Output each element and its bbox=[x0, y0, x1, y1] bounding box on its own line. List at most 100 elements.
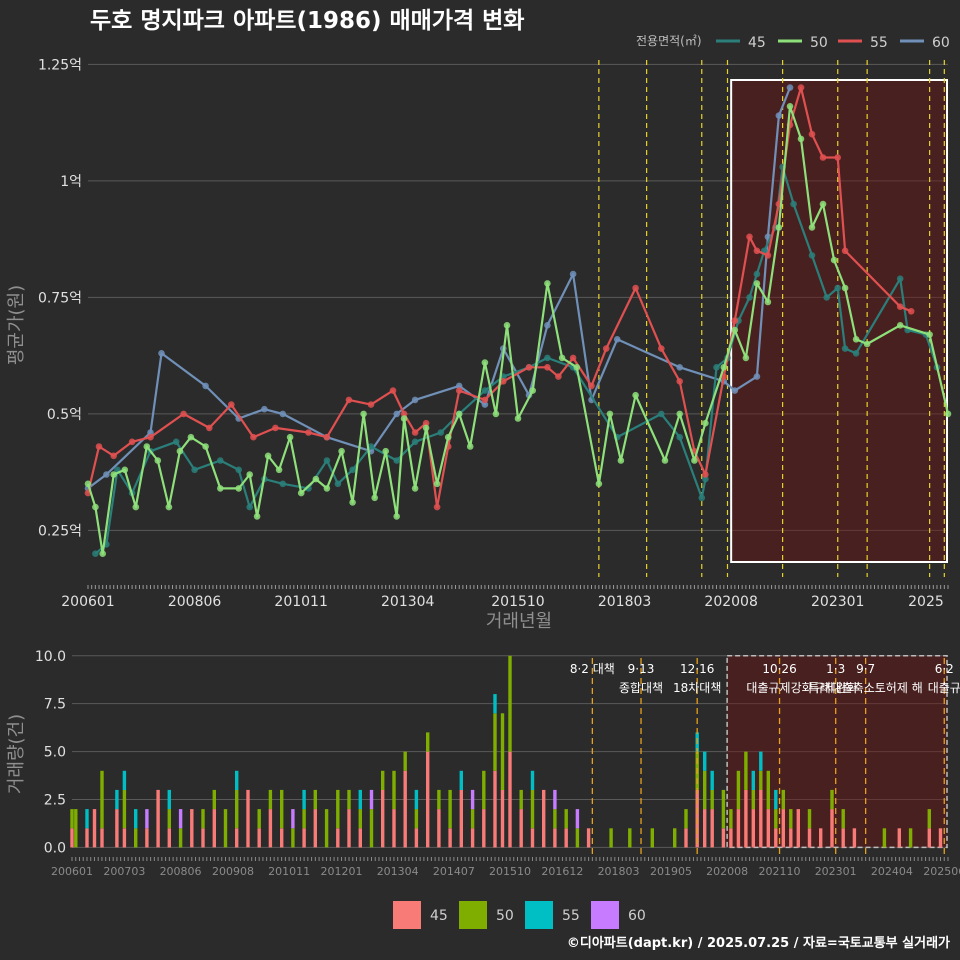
volume-bar-50 bbox=[774, 809, 778, 829]
volume-bar-50 bbox=[482, 770, 486, 810]
volume-bar-45 bbox=[100, 828, 104, 848]
data-point-50 bbox=[863, 340, 871, 348]
data-point-45 bbox=[544, 354, 551, 362]
y-tick-label: 1.25억 bbox=[38, 57, 82, 73]
volume-bar-50 bbox=[564, 809, 568, 829]
x-tick-label: 201510 bbox=[491, 594, 544, 610]
data-point-50 bbox=[595, 480, 603, 488]
volume-bar-60 bbox=[291, 809, 295, 829]
data-point-50 bbox=[481, 359, 489, 366]
volume-bar-45 bbox=[347, 809, 351, 848]
data-point-55 bbox=[481, 396, 489, 404]
volume-y-axis-title: 거래량(건) bbox=[6, 714, 27, 794]
policy-annotation-date: 8·2 대책 bbox=[570, 661, 615, 676]
bar-x-tick-label: 202404 bbox=[871, 865, 913, 878]
volume-bar-50 bbox=[167, 809, 171, 829]
data-point-50 bbox=[360, 410, 367, 418]
volume-bar-45 bbox=[703, 809, 707, 848]
data-point-55 bbox=[602, 345, 610, 352]
volume-bar-45 bbox=[459, 789, 463, 848]
volume-bar-60 bbox=[369, 789, 374, 810]
volume-bar-50 bbox=[721, 789, 726, 829]
volume-bar-45 bbox=[553, 828, 557, 848]
data-point-50 bbox=[797, 135, 805, 143]
volume-bar-45 bbox=[710, 809, 714, 848]
data-point-55 bbox=[305, 429, 312, 436]
volume-bar-50 bbox=[530, 789, 535, 829]
data-point-55 bbox=[206, 424, 213, 432]
data-point-50 bbox=[573, 364, 581, 371]
legend: 전용면적(㎡) 45 50 55 60 bbox=[636, 34, 950, 51]
data-point-55 bbox=[345, 396, 353, 404]
bar-legend-swatch-60 bbox=[591, 901, 619, 929]
policy-annotation-label: 규제완화 bbox=[814, 681, 858, 695]
data-point-50 bbox=[676, 410, 683, 418]
volume-bar-45 bbox=[744, 789, 748, 848]
data-point-45 bbox=[698, 494, 706, 502]
data-point-60 bbox=[613, 336, 621, 343]
price-chart: 0.25억 0.5억 0.75억 1억 1.25억 200601 200806 201011 2… bbox=[38, 57, 952, 610]
volume-bar-55 bbox=[302, 789, 306, 810]
volume-bar-45 bbox=[938, 828, 943, 848]
volume-bar-45 bbox=[508, 751, 512, 848]
data-point-50 bbox=[132, 503, 140, 511]
volume-bar-45 bbox=[235, 828, 239, 848]
volume-bar-45 bbox=[336, 828, 340, 848]
data-point-50 bbox=[92, 503, 99, 511]
volume-bar-45 bbox=[789, 828, 793, 848]
volume-bar-45 bbox=[92, 809, 97, 848]
x-axis-title: 거래년월 bbox=[486, 611, 552, 632]
data-point-50 bbox=[154, 457, 162, 464]
volume-bar-45 bbox=[201, 828, 205, 848]
volume-bar-55 bbox=[774, 789, 778, 810]
bar-legend-swatch-45 bbox=[393, 901, 421, 929]
volume-bar-50 bbox=[519, 789, 523, 810]
volume-bar-45 bbox=[70, 828, 74, 848]
bar-x-tick-label: 202110 bbox=[759, 865, 801, 878]
volume-bar-50 bbox=[830, 789, 834, 810]
data-point-50 bbox=[944, 410, 952, 418]
volume-bar-50 bbox=[381, 770, 385, 790]
volume-bar-50 bbox=[392, 770, 396, 810]
bar-y-tick-label: 0.0 bbox=[44, 840, 66, 856]
data-point-55 bbox=[907, 308, 915, 315]
volume-bar-45 bbox=[302, 828, 306, 848]
bar-x-tick-label: 202008 bbox=[706, 865, 748, 878]
data-point-55 bbox=[753, 247, 761, 255]
data-point-50 bbox=[830, 256, 838, 264]
volume-bar-50 bbox=[628, 828, 632, 848]
volume-bar-45 bbox=[841, 828, 845, 848]
volume-bar-55 bbox=[530, 770, 535, 790]
data-point-45 bbox=[852, 350, 860, 357]
data-point-60 bbox=[261, 405, 268, 413]
data-point-60 bbox=[544, 322, 551, 329]
data-point-50 bbox=[202, 443, 209, 450]
volume-bar-45 bbox=[85, 828, 89, 848]
data-point-45 bbox=[658, 410, 665, 418]
legend-label-45: 45 bbox=[748, 35, 766, 51]
data-point-55 bbox=[411, 429, 419, 436]
volume-bar-45 bbox=[729, 828, 733, 848]
volume-bar-55 bbox=[122, 770, 127, 790]
data-point-45 bbox=[790, 200, 797, 208]
volume-bar-45 bbox=[493, 770, 497, 848]
bar-y-tick-label: 2.5 bbox=[44, 793, 66, 809]
data-point-50 bbox=[661, 457, 669, 464]
data-point-50 bbox=[514, 415, 522, 422]
data-point-45 bbox=[702, 475, 709, 483]
policy-annotation-date: 1·3 bbox=[826, 662, 845, 676]
data-point-60 bbox=[411, 396, 419, 404]
bar-legend-label-45: 45 bbox=[430, 908, 448, 924]
data-point-55 bbox=[676, 378, 683, 385]
volume-bar-45 bbox=[167, 828, 171, 848]
data-point-60 bbox=[393, 410, 401, 418]
volume-bar-50 bbox=[500, 713, 505, 790]
volume-bar-45 bbox=[564, 828, 568, 848]
volume-bar-50 bbox=[841, 809, 845, 829]
data-point-55 bbox=[555, 373, 562, 380]
legend-title: 전용면적(㎡) bbox=[636, 34, 702, 48]
volume-bar-45 bbox=[482, 809, 486, 848]
policy-annotation-date: 9·13 bbox=[628, 662, 655, 676]
data-point-55 bbox=[797, 84, 805, 91]
